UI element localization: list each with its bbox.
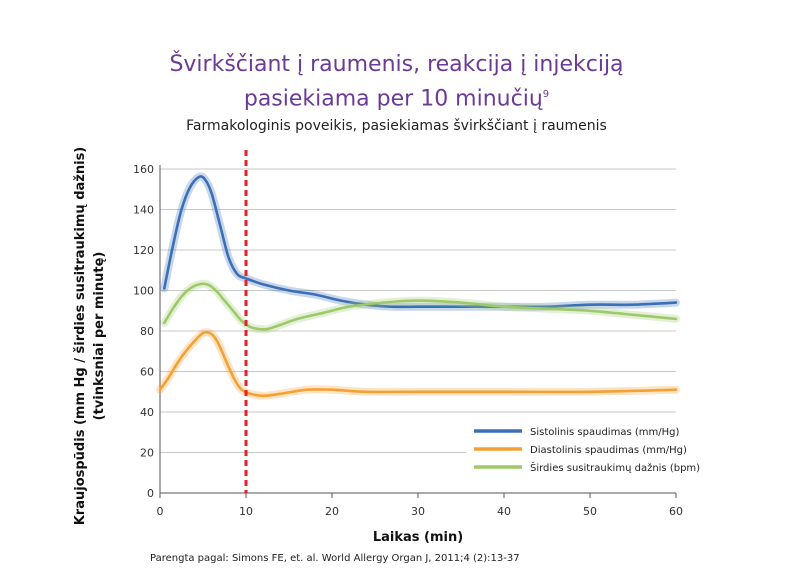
series-halo-1 (160, 172, 680, 311)
x-tick-label: 20 (325, 505, 339, 518)
y-tick-label: 20 (140, 447, 154, 460)
x-axis-label: Laikas (min) (373, 530, 463, 545)
chart-subtitle: Farmakologinis poveikis, pasiekiamas švi… (186, 118, 607, 134)
series-line-3 (163, 282, 678, 331)
title-footnote: 9 (542, 89, 550, 100)
x-tick-label: 40 (497, 505, 511, 518)
x-tick-label: 0 (157, 505, 164, 518)
y-tick-label: 140 (133, 204, 154, 217)
y-axis-label-line2: (tvinksniai per minutę) (92, 252, 107, 421)
chart-title-line2: pasiekiama per 10 minučių9 (243, 86, 550, 112)
y-tick-label: 0 (147, 487, 154, 500)
y-tick-label: 60 (140, 366, 154, 379)
legend-label-1: Sistolinis spaudimas (mm/Hg) (530, 427, 679, 438)
y-tick-label: 160 (133, 163, 154, 176)
y-axis-label-line1: Kraujospūdis (mm Hg / širdies susitrauki… (73, 147, 88, 526)
series-line-1 (163, 175, 678, 309)
x-tick-label: 50 (583, 505, 597, 518)
legend: Sistolinis spaudimas (mm/Hg) Diastolinis … (474, 427, 700, 474)
x-tick-labels: 0 10 20 30 40 50 60 (157, 505, 684, 518)
x-tick-label: 60 (669, 505, 683, 518)
series-line-2 (158, 330, 678, 398)
legend-label-2: Diastolinis spaudimas (mm/Hg) (530, 445, 687, 456)
source-note: Parengta pagal: Simons FE, et. al. World… (150, 553, 520, 564)
y-tick-label: 80 (140, 325, 154, 338)
chart-title-line1: Švirkščiant į raumenis, reakcija į injek… (169, 52, 624, 77)
y-tick-label: 120 (133, 244, 154, 257)
y-tick-label: 100 (133, 285, 154, 298)
y-tick-labels: 0 20 40 60 80 100 120 140 160 (133, 163, 154, 500)
x-tick-label: 30 (411, 505, 425, 518)
y-tick-label: 40 (140, 406, 154, 419)
x-tick-label: 10 (239, 505, 253, 518)
legend-label-3: Širdies susitraukimų dažnis (bpm) (530, 461, 700, 474)
series-lines (156, 172, 680, 400)
